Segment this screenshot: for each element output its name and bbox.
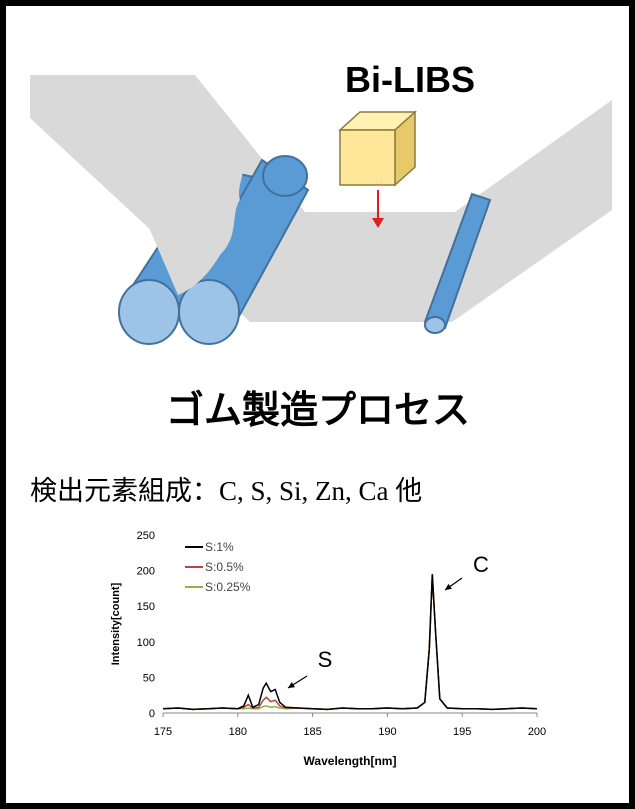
series-line: [162, 574, 538, 711]
legend-label: S:0.5%: [205, 560, 244, 574]
x-tick-label: 180: [229, 726, 247, 738]
y-axis-label: Intensity[count]: [110, 582, 122, 665]
y-tick-label: 250: [137, 530, 155, 542]
annotation-arrow-head: [288, 682, 295, 688]
libs-head: [338, 110, 417, 187]
legend-label: S:1%: [205, 540, 234, 554]
annotation-arrow-head: [445, 583, 452, 590]
x-tick-label: 200: [528, 726, 546, 738]
detection-text: 検出元素組成：C, S, Si, Zn, Ca 他: [30, 476, 422, 506]
device-label: Bi-LIBS: [345, 59, 475, 100]
y-tick-label: 50: [143, 672, 155, 684]
chart: 0 50 100 150 200 250 175 180 185 190 195 200 Wavelen…: [110, 530, 546, 768]
caption: ゴム製造プロセス: [166, 389, 470, 432]
y-tick-label: 150: [137, 601, 155, 613]
x-tick-label: 175: [154, 726, 172, 738]
annotation: S: [318, 647, 333, 672]
y-tick-label: 200: [137, 566, 155, 578]
roller-thin: [423, 192, 492, 334]
annotation: C: [473, 552, 489, 577]
rubber-lump: [120, 75, 244, 295]
legend-label: S:0.25%: [205, 580, 251, 594]
x-tick-label: 195: [453, 726, 471, 738]
roller-right: [178, 155, 310, 345]
x-tick-label: 185: [303, 726, 321, 738]
y-tick-label: 100: [137, 637, 155, 649]
x-tick-label: 190: [378, 726, 396, 738]
y-tick-label: 0: [149, 708, 155, 720]
x-axis-label: Wavelength[nm]: [304, 754, 397, 768]
laser-arrow-head: [372, 218, 384, 228]
